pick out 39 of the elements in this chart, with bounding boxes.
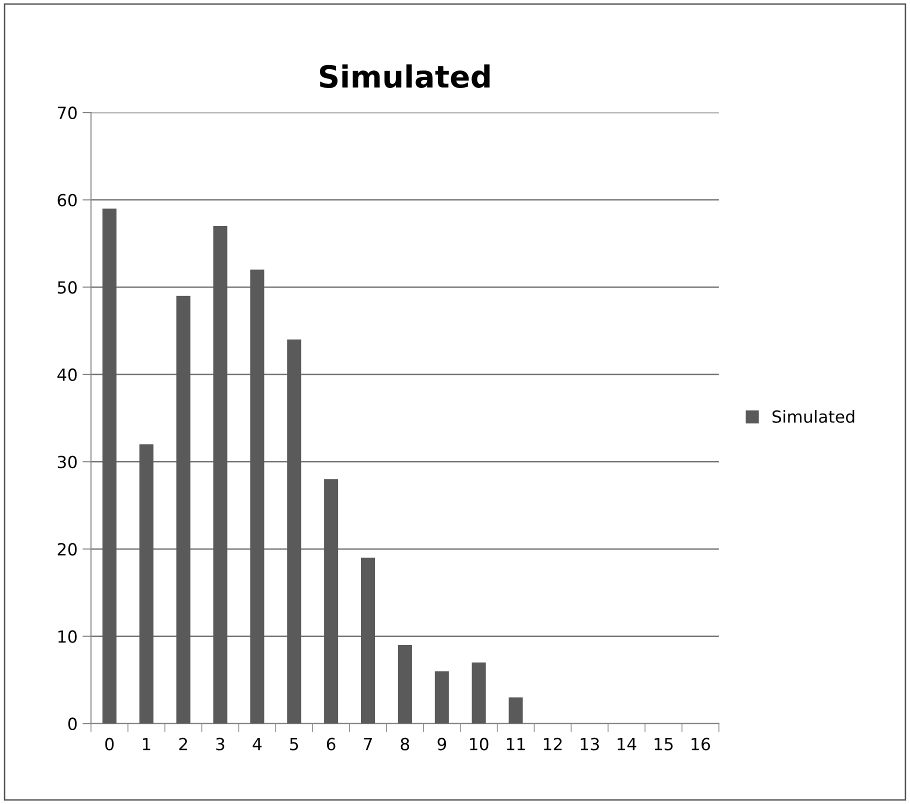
y-tick-label: 30 xyxy=(58,456,77,468)
bar xyxy=(398,645,412,724)
x-tick-label: 11 xyxy=(506,738,525,750)
x-tick-label: 7 xyxy=(364,738,372,750)
y-tick-label: 60 xyxy=(58,194,77,206)
x-tick-label: 3 xyxy=(216,738,224,750)
x-tick-label: 16 xyxy=(692,738,710,750)
y-tick-label: 10 xyxy=(58,630,77,643)
x-tick-label: 5 xyxy=(290,738,298,750)
x-tick-label: 14 xyxy=(618,738,636,750)
x-tick-label: 6 xyxy=(326,738,336,750)
x-tick-label: 2 xyxy=(179,738,187,750)
chart-title: Simulated xyxy=(320,64,490,88)
x-tick-label: 15 xyxy=(654,738,673,750)
bar xyxy=(213,226,228,724)
y-tick-label: 70 xyxy=(58,106,77,120)
x-tick-label: 0 xyxy=(105,738,114,750)
y-tick-label: 50 xyxy=(58,281,77,294)
y-tick-label: 20 xyxy=(58,542,77,556)
bar xyxy=(472,662,486,724)
bar xyxy=(287,340,302,724)
bar xyxy=(360,558,376,724)
x-tick-label: 13 xyxy=(580,738,599,750)
legend-label: Simulated xyxy=(772,410,854,423)
y-tick-label: 40 xyxy=(57,368,77,382)
bar xyxy=(434,671,449,724)
bar xyxy=(102,208,116,724)
x-tick-label: 4 xyxy=(252,738,262,750)
y-tick-label: 0 xyxy=(68,718,77,730)
bar xyxy=(139,444,154,724)
x-tick-label: 8 xyxy=(400,738,410,750)
x-tick-label: 12 xyxy=(544,738,562,750)
bar xyxy=(176,296,190,724)
x-tick-label: 1 xyxy=(142,738,150,750)
x-tick-label: 9 xyxy=(438,738,446,750)
x-tick-label: 10 xyxy=(470,738,488,750)
bar xyxy=(250,270,264,724)
bar xyxy=(324,479,338,724)
bar xyxy=(508,697,523,724)
